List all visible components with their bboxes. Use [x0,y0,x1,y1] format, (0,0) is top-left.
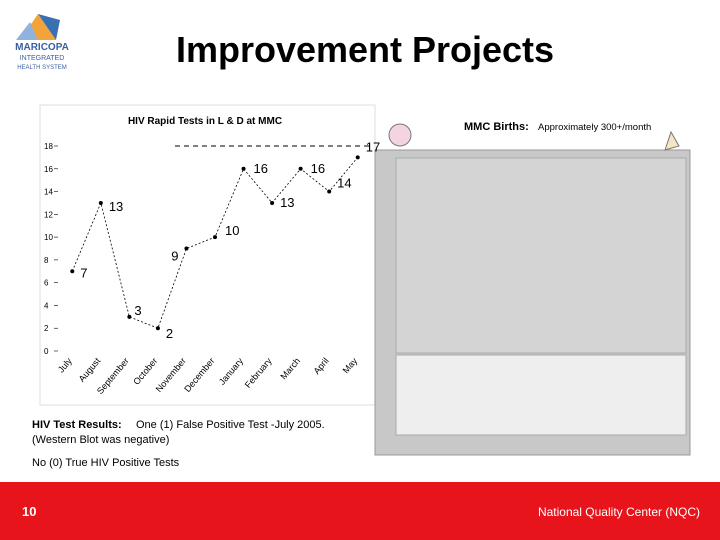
y-tick-label: 14 [44,188,53,197]
x-tick-label: August [77,355,103,383]
births-subtitle: Approximately 300+/month [538,122,651,133]
footer-bar [0,482,720,540]
data-point [241,166,246,171]
data-line [71,157,359,329]
value-label: 9 [171,249,178,264]
footer-org: National Quality Center (NQC) [538,505,700,519]
x-tick-label: April [311,356,330,376]
x-tick-label: July [56,355,74,374]
x-tick-label: February [243,355,274,389]
data-point [155,326,160,331]
value-label: 14 [337,176,351,191]
data-point [327,189,332,194]
page-number: 10 [22,504,36,519]
note-positives: No (0) True HIV Positive Tests [32,457,180,469]
data-point [127,314,132,319]
y-tick-label: 2 [44,324,49,333]
value-label: 16 [254,161,268,176]
y-tick-label: 18 [44,142,53,151]
chart-title: HIV Rapid Tests in L & D at MMC [128,116,282,127]
data-point [213,235,217,240]
note-detail: (Western Blot was negative) [32,434,169,446]
data-point [70,269,75,274]
y-tick-label: 16 [44,165,53,174]
logo-text: MARICOPA [15,42,69,53]
x-tick-label: May [341,355,360,375]
note-label: HIV Test Results: [32,419,122,431]
x-tick-label: January [217,355,246,386]
y-tick-label: 0 [44,347,49,356]
x-tick-label: October [131,356,159,387]
data-point [184,246,189,251]
logo-text: INTEGRATED [20,55,65,62]
x-tick-label: December [182,356,216,394]
value-label: 10 [225,223,239,238]
value-label: 13 [109,199,123,214]
data-point [355,155,360,160]
data-point [270,200,275,205]
y-tick-label: 10 [44,233,53,242]
value-label: 13 [280,195,294,210]
y-tick-label: 6 [44,279,49,288]
value-label: 17 [366,139,380,154]
value-label: 7 [80,265,87,280]
births-title: MMC Births: [464,121,529,133]
value-label: 2 [166,326,173,341]
x-tick-label: March [278,356,302,382]
value-label: 3 [134,303,141,318]
note-text: One (1) False Positive Test -July 2005. [136,419,325,431]
logo-text: HEALTH SYSTEM [17,65,67,71]
logo [16,14,60,40]
births-panel [374,123,691,456]
y-tick-label: 4 [44,301,49,310]
y-tick-label: 8 [44,256,49,265]
y-tick-label: 12 [44,210,53,219]
slide-title: Improvement Projects [176,29,554,70]
value-label: 16 [311,161,325,176]
data-point [298,166,303,171]
data-point [98,200,103,205]
